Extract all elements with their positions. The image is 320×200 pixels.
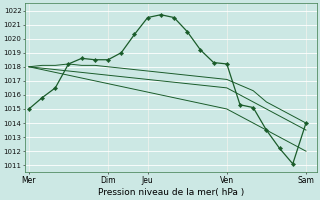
- X-axis label: Pression niveau de la mer( hPa ): Pression niveau de la mer( hPa ): [98, 188, 244, 197]
